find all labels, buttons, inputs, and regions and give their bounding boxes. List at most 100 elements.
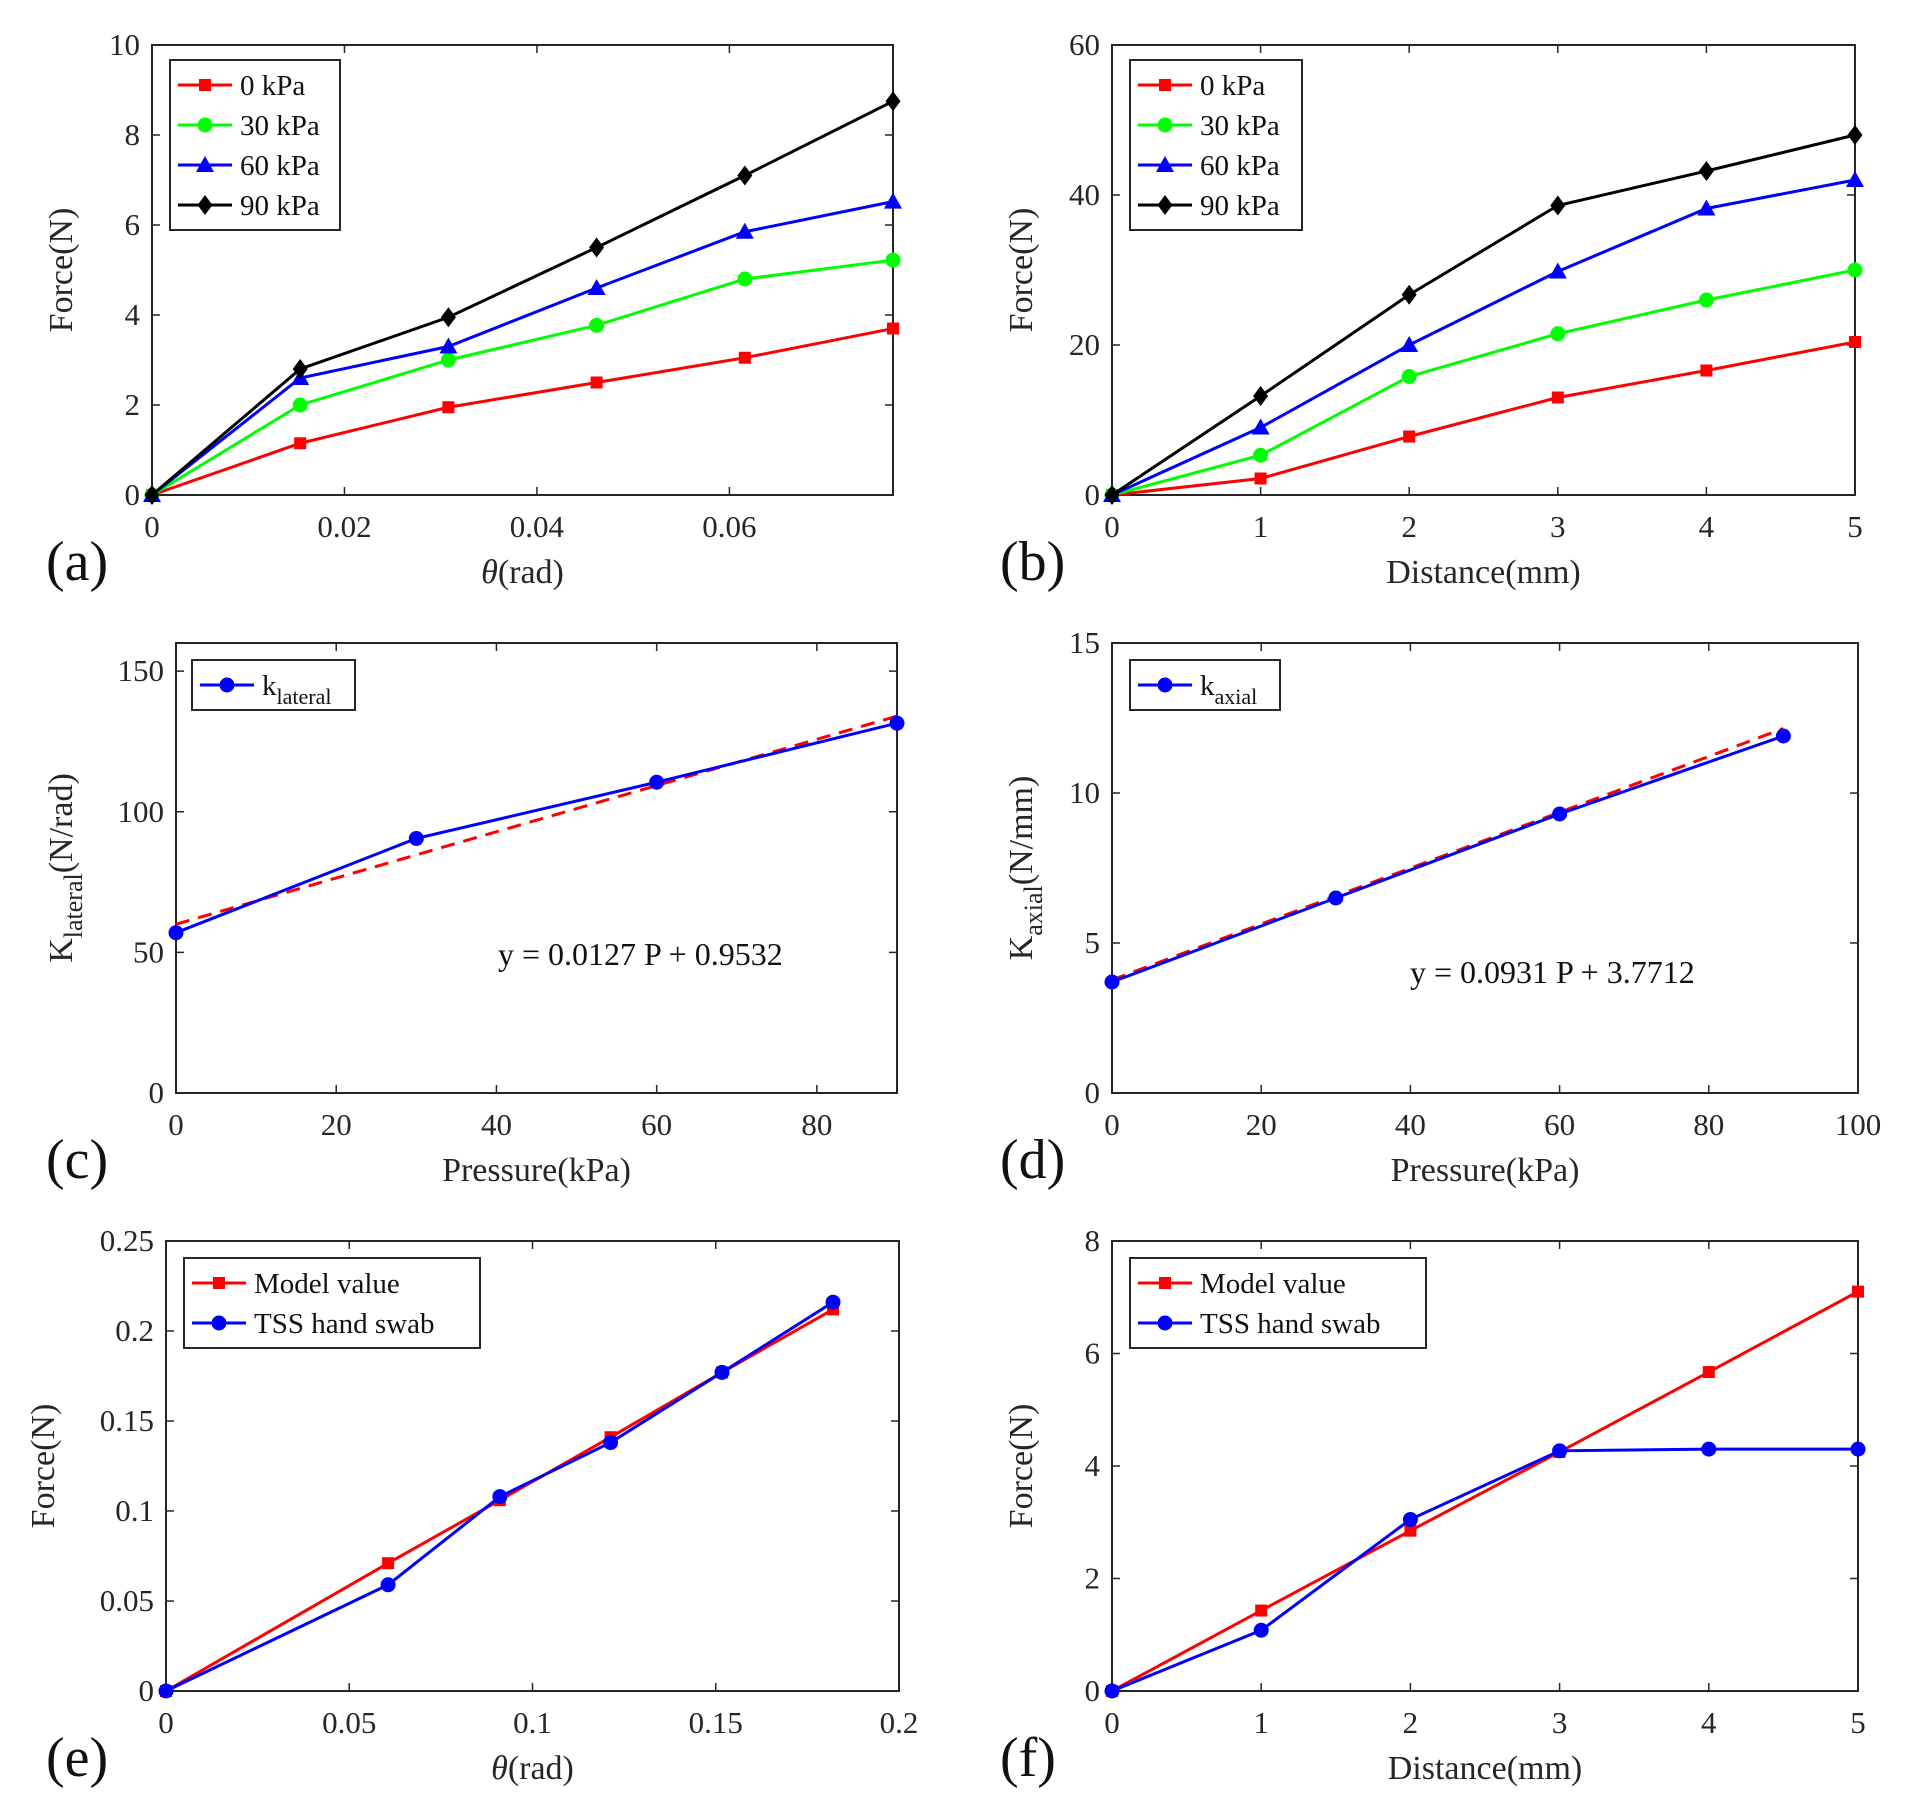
x-tick-label: 3 xyxy=(1550,509,1566,544)
series-line-0 xyxy=(1111,734,1784,984)
y-axis-label: Force(N) xyxy=(43,208,80,333)
legend-marker xyxy=(1157,117,1173,133)
x-tick-label: 20 xyxy=(1246,1107,1277,1142)
legend-marker xyxy=(1157,195,1173,215)
data-point xyxy=(158,1683,174,1699)
series-line-3 xyxy=(151,99,894,497)
series-line-0 xyxy=(1111,340,1856,497)
data-point xyxy=(738,351,751,364)
legend-marker xyxy=(1159,1277,1171,1289)
legend-label: Model value xyxy=(254,1268,400,1300)
x-tick-label: 0.06 xyxy=(702,509,756,544)
y-axis-label-unit: (N/rad) xyxy=(43,773,80,873)
x-tick-label: 60 xyxy=(1544,1107,1575,1142)
y-axis-label-main: K xyxy=(43,938,80,963)
x-axis-label: θ(rad) xyxy=(491,1750,574,1787)
data-point xyxy=(1254,472,1267,485)
data-point xyxy=(1552,1443,1568,1459)
legend-label: 60 kPa xyxy=(1200,150,1280,182)
x-tick-label: 0.2 xyxy=(880,1705,919,1740)
legend-marker xyxy=(211,1315,227,1331)
y-tick-label: 2 xyxy=(125,387,141,422)
data-point xyxy=(1403,430,1416,443)
y-tick-label: 0 xyxy=(125,477,141,512)
legend-label: 90 kPa xyxy=(1200,190,1280,222)
legend-label: 0 kPa xyxy=(1200,70,1265,102)
panel-label: (c) xyxy=(46,1129,108,1191)
data-point xyxy=(1400,336,1419,352)
data-point xyxy=(380,1577,396,1593)
data-point xyxy=(440,307,456,328)
data-point xyxy=(1850,1441,1866,1457)
data-point xyxy=(408,830,424,846)
x-axis-label: θ(rad) xyxy=(481,554,564,591)
data-point xyxy=(1552,806,1568,822)
legend-label-main: k xyxy=(1200,670,1215,702)
y-tick-label: 0 xyxy=(149,1075,165,1110)
plot-frame xyxy=(175,642,898,1094)
panel-label: (e) xyxy=(46,1727,108,1789)
data-point xyxy=(1550,195,1566,216)
x-tick-label: 0 xyxy=(1104,509,1120,544)
series-line-3 xyxy=(1111,133,1856,497)
plot-frame xyxy=(151,44,894,496)
data-point xyxy=(884,192,902,209)
panel-label: (d) xyxy=(1000,1129,1065,1191)
x-tick-label: 80 xyxy=(1693,1107,1724,1142)
y-tick-label: 6 xyxy=(125,207,141,242)
legend-label-sub: lateral xyxy=(277,684,332,709)
data-point xyxy=(1548,262,1567,279)
x-tick-label: 0.05 xyxy=(322,1705,376,1740)
legend: 0 kPa 30 kPa 60 kPa 90 kPa xyxy=(1129,59,1303,231)
data-point xyxy=(714,1364,730,1380)
series-line-1 xyxy=(1111,1447,1858,1693)
data-point xyxy=(1846,171,1864,187)
x-tick-label: 2 xyxy=(1403,1705,1419,1740)
x-tick-label: 3 xyxy=(1552,1705,1568,1740)
data-point xyxy=(292,359,308,379)
fit-equation: y = 0.0931 P + 3.7712 xyxy=(1410,954,1695,990)
data-point xyxy=(442,401,455,414)
data-point xyxy=(587,279,606,295)
legend: klateral xyxy=(191,659,356,711)
y-axis-label: Force(N) xyxy=(25,1404,62,1529)
y-tick-label: 0.1 xyxy=(115,1493,154,1528)
y-axis-label: Klateral(N/rad) xyxy=(43,773,88,963)
legend-box xyxy=(1129,1257,1427,1349)
data-point xyxy=(168,925,184,941)
legend-marker xyxy=(213,1277,225,1289)
x-tick-label: 80 xyxy=(801,1107,832,1142)
y-tick-label: 10 xyxy=(1069,775,1100,810)
x-tick-label: 20 xyxy=(321,1107,352,1142)
series-line-1 xyxy=(165,1300,834,1693)
series-line-0 xyxy=(1111,1290,1859,1693)
y-tick-label: 100 xyxy=(118,794,165,829)
x-axis-label: Distance(mm) xyxy=(1388,1750,1583,1787)
x-tick-label: 0.02 xyxy=(317,509,371,544)
legend: 0 kPa 30 kPa 60 kPa 90 kPa xyxy=(169,59,341,231)
y-tick-label: 4 xyxy=(1085,1448,1101,1483)
series-line-0 xyxy=(151,327,894,497)
panel-label: (b) xyxy=(1000,531,1065,593)
chart-a: 0 0.02 0.04 0.06 0 2 4 6 8 10 θ(rad) Force(N) 0 kPa 3… xyxy=(43,27,902,593)
y-axis-label: Force(N) xyxy=(1003,208,1040,333)
y-tick-label: 60 xyxy=(1069,27,1100,62)
data-point xyxy=(1697,199,1716,216)
x-axis-label-symbol: θ xyxy=(481,554,498,591)
data-point xyxy=(144,485,160,505)
x-tick-label: 0 xyxy=(168,1107,184,1142)
data-point xyxy=(1402,1511,1418,1527)
fit-equation: y = 0.0127 P + 0.9532 xyxy=(498,936,783,972)
x-tick-label: 5 xyxy=(1847,509,1863,544)
legend-box xyxy=(169,59,341,231)
series-line-2 xyxy=(1111,178,1856,497)
data-point xyxy=(603,1435,619,1451)
data-point xyxy=(885,252,901,268)
x-axis-label: Distance(mm) xyxy=(1386,554,1581,591)
data-point xyxy=(737,271,753,287)
data-point xyxy=(1253,1622,1269,1638)
data-point xyxy=(1251,418,1270,435)
data-point xyxy=(1847,262,1863,278)
x-axis-label-unit: (rad) xyxy=(508,1750,574,1787)
x-tick-label: 0.1 xyxy=(513,1705,552,1740)
